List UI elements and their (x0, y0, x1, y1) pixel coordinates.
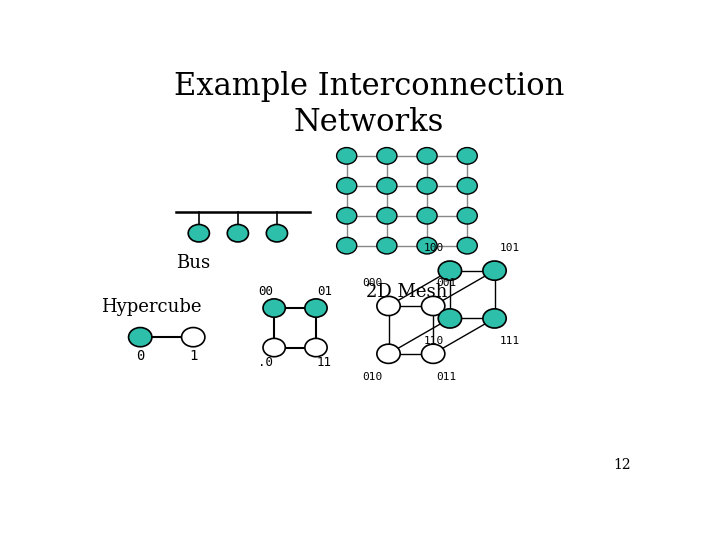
Ellipse shape (337, 207, 356, 224)
Text: Bus: Bus (176, 254, 211, 272)
Ellipse shape (457, 238, 477, 254)
Ellipse shape (457, 147, 477, 164)
Ellipse shape (377, 178, 397, 194)
Ellipse shape (377, 207, 397, 224)
Ellipse shape (483, 261, 506, 280)
Text: 011: 011 (436, 372, 456, 382)
Ellipse shape (181, 328, 205, 347)
Ellipse shape (457, 207, 477, 224)
Ellipse shape (457, 178, 477, 194)
Text: 11: 11 (317, 356, 332, 369)
Ellipse shape (377, 147, 397, 164)
Ellipse shape (266, 225, 287, 242)
Ellipse shape (483, 309, 506, 328)
Ellipse shape (305, 339, 327, 357)
Ellipse shape (305, 299, 327, 317)
Ellipse shape (263, 299, 285, 317)
Text: .0: .0 (258, 356, 274, 369)
Ellipse shape (263, 339, 285, 357)
Text: 01: 01 (317, 285, 332, 298)
Text: 010: 010 (363, 372, 383, 382)
Text: 000: 000 (363, 278, 383, 288)
Text: 100: 100 (424, 243, 444, 253)
Text: 12: 12 (613, 458, 631, 472)
Ellipse shape (417, 178, 437, 194)
Ellipse shape (421, 344, 445, 363)
Ellipse shape (188, 225, 210, 242)
Ellipse shape (337, 147, 356, 164)
Text: Hypercube: Hypercube (101, 298, 202, 316)
Text: 001: 001 (436, 278, 456, 288)
Text: 0: 0 (136, 349, 145, 363)
Ellipse shape (438, 309, 462, 328)
Text: 1: 1 (189, 349, 197, 363)
Ellipse shape (417, 238, 437, 254)
Text: 00: 00 (258, 285, 274, 298)
Ellipse shape (417, 207, 437, 224)
Ellipse shape (421, 296, 445, 315)
Ellipse shape (377, 296, 400, 315)
Ellipse shape (377, 238, 397, 254)
Ellipse shape (337, 238, 356, 254)
Text: 111: 111 (500, 336, 521, 346)
Ellipse shape (228, 225, 248, 242)
Text: 2D Mesh: 2D Mesh (366, 283, 448, 301)
Ellipse shape (377, 344, 400, 363)
Ellipse shape (417, 147, 437, 164)
Text: 101: 101 (500, 243, 521, 253)
Text: Example Interconnection
Networks: Example Interconnection Networks (174, 71, 564, 138)
Ellipse shape (438, 261, 462, 280)
Ellipse shape (129, 328, 152, 347)
Ellipse shape (337, 178, 356, 194)
Text: 110: 110 (424, 336, 444, 346)
